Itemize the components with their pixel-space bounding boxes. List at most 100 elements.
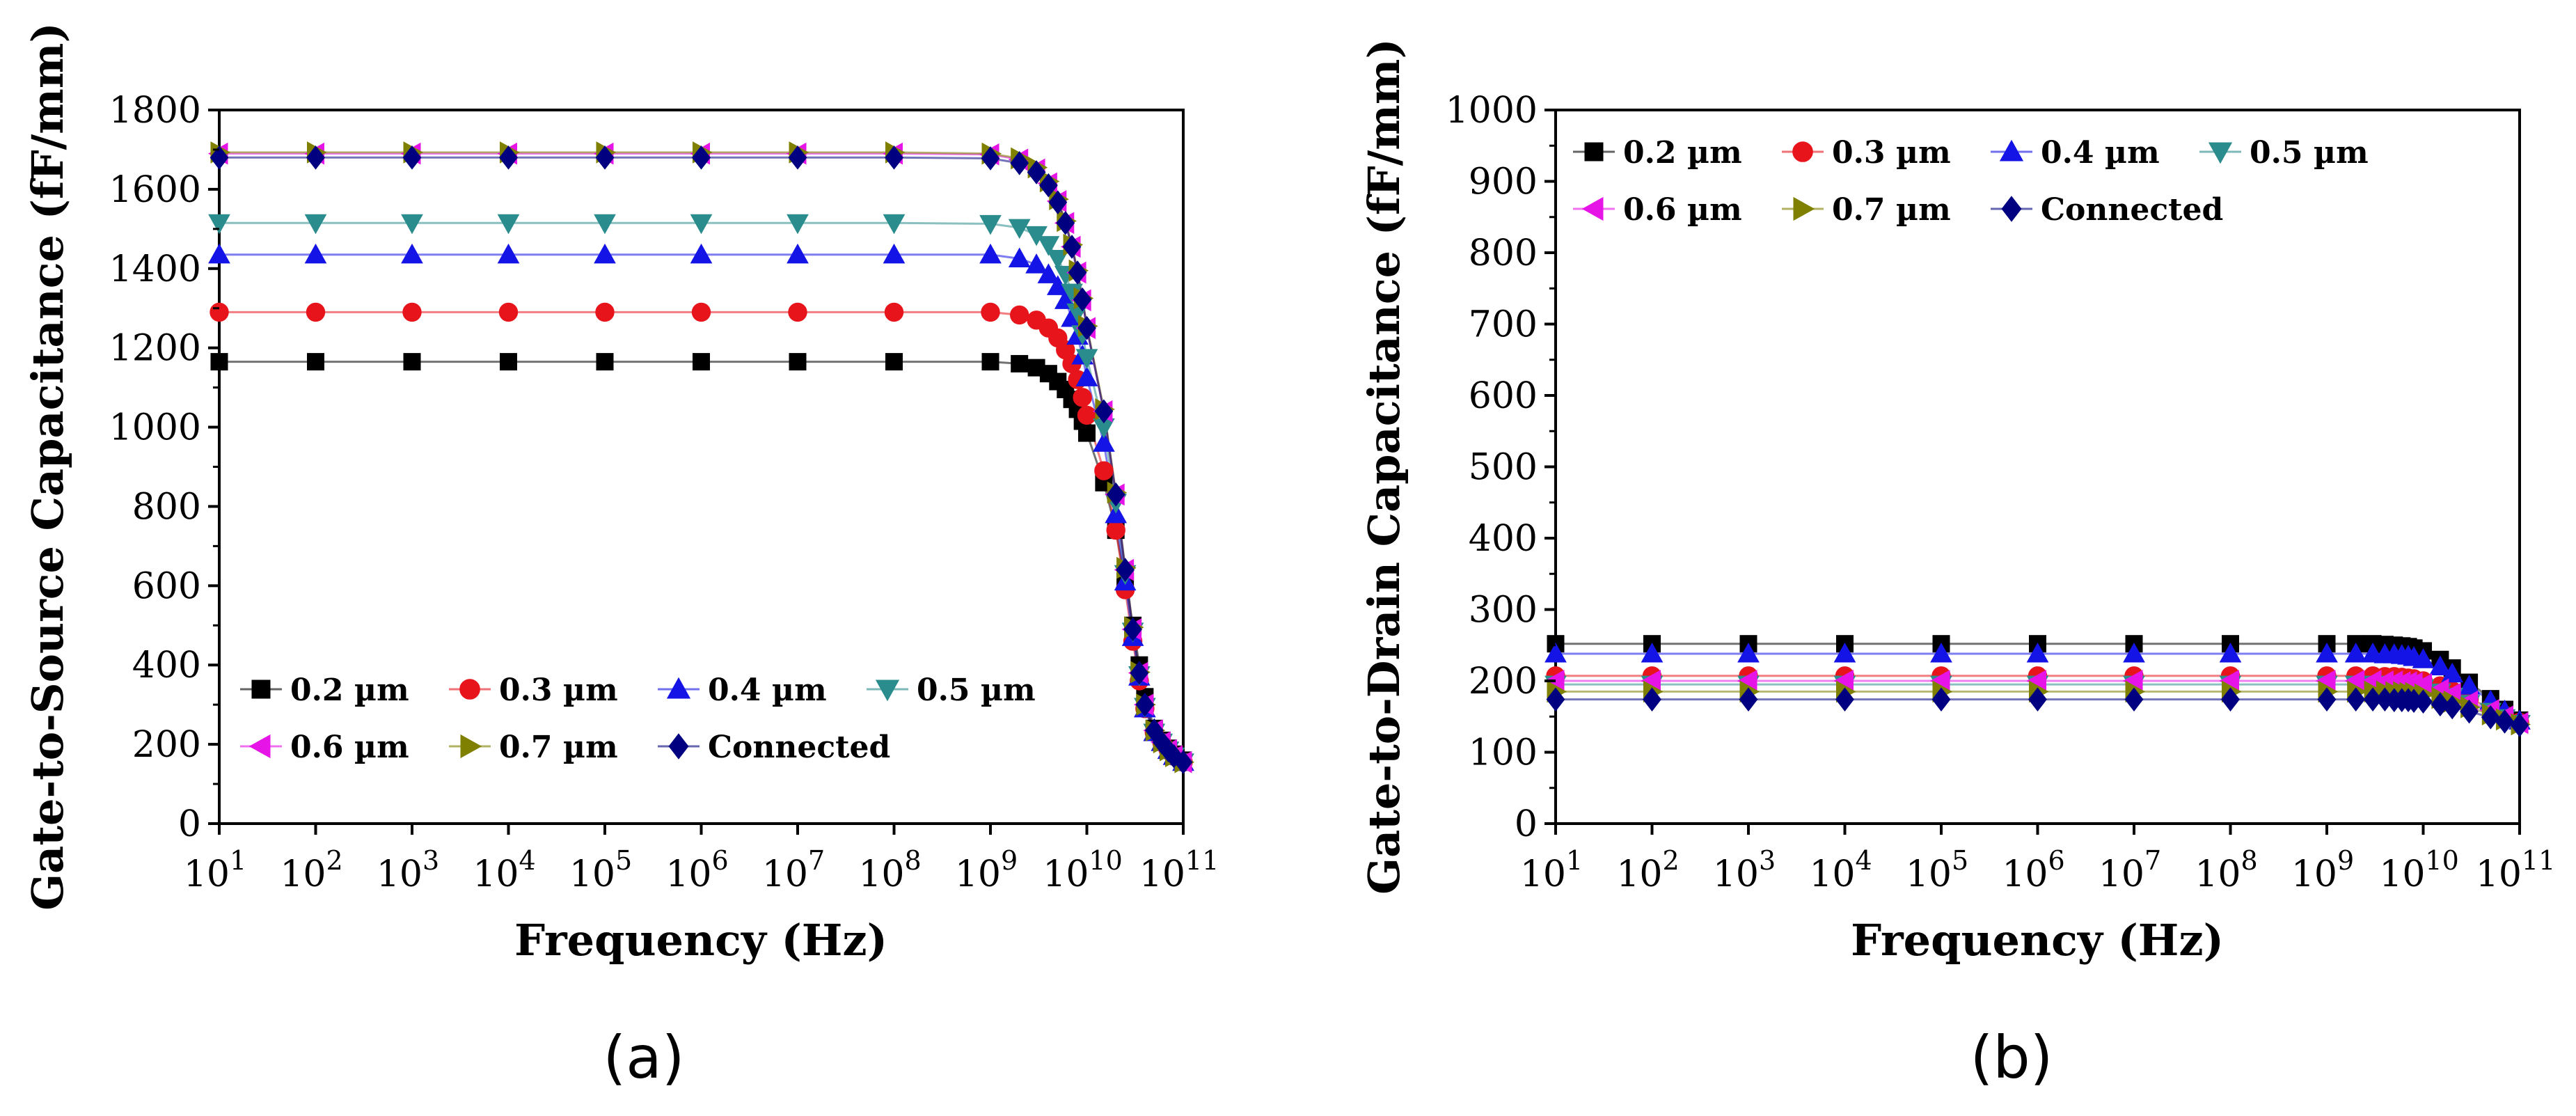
y-tick-label: 200 <box>1469 661 1538 702</box>
legend-label: 0.4 µm <box>708 673 827 708</box>
y-tick-label: 100 <box>1469 732 1538 774</box>
y-tick-label: 200 <box>132 724 201 766</box>
data-point <box>1643 687 1661 712</box>
x-tick-label: 101 <box>1520 845 1583 895</box>
legend-marker <box>2208 142 2233 164</box>
y-tick-label: 500 <box>1469 447 1538 489</box>
data-point <box>691 302 711 322</box>
data-point <box>692 146 711 170</box>
data-point <box>2481 705 2500 730</box>
y-tick-label: 600 <box>132 565 201 607</box>
legend-marker <box>1792 141 1813 162</box>
data-point <box>1073 388 1092 407</box>
data-point <box>1833 643 1856 663</box>
panel-label: (a) <box>603 1023 684 1092</box>
x-tick-label: 102 <box>1616 845 1679 895</box>
series-markers <box>207 141 1195 775</box>
legend-marker <box>248 734 271 759</box>
data-point <box>1930 643 1952 663</box>
data-point <box>1123 617 1142 642</box>
y-tick-label: 1600 <box>109 169 201 211</box>
x-axis-ticks: 101 102 103 104 105 106 107 108 109 1010 1011 <box>1520 824 2555 895</box>
y-tick-label: 400 <box>1469 518 1538 560</box>
data-point <box>2414 689 2433 714</box>
legend-item: 0.4 µm <box>658 673 827 708</box>
data-point <box>690 214 713 235</box>
y-axis-title: Gate-to-Drain Capacitance (fF/mm) <box>1359 38 1409 895</box>
data-point <box>1048 190 1068 214</box>
y-tick-label: 0 <box>1515 803 1538 845</box>
data-point <box>1046 250 1069 270</box>
data-point <box>883 214 906 235</box>
y-tick-label: 300 <box>1469 590 1538 631</box>
data-point <box>497 243 520 264</box>
data-point <box>2441 662 2464 683</box>
data-point <box>981 302 1000 322</box>
legend-label: 0.3 µm <box>1832 135 1951 171</box>
data-point <box>787 243 809 264</box>
data-point <box>1077 315 1096 340</box>
y-tick-label: 1000 <box>1446 90 1538 132</box>
legend-item: 0.3 µm <box>449 673 618 708</box>
data-point <box>979 243 1002 264</box>
data-point <box>402 302 422 322</box>
x-tick-label: 104 <box>473 845 535 895</box>
data-point <box>596 353 614 371</box>
data-point <box>1739 687 1758 712</box>
data-point <box>1011 354 1029 372</box>
data-point <box>2495 709 2514 734</box>
legend: 0.2 µm 0.3 µm 0.4 µm 0.5 µm 0.6 µm 0.7 µm Conn… <box>240 673 1036 765</box>
x-tick-label: 108 <box>858 845 921 895</box>
data-point <box>210 146 229 170</box>
data-point <box>306 302 326 322</box>
data-point <box>594 243 616 264</box>
data-point <box>2123 643 2145 663</box>
legend-label: 0.7 µm <box>1832 192 1951 228</box>
data-point <box>787 214 809 235</box>
data-point <box>690 243 713 264</box>
data-point <box>1037 263 1060 283</box>
data-point <box>1094 399 1114 424</box>
data-point <box>788 146 807 170</box>
legend-item: 0.2 µm <box>240 673 409 708</box>
data-point <box>306 146 325 170</box>
legend-item: 0.7 µm <box>449 730 618 765</box>
data-point <box>2460 699 2479 724</box>
data-point <box>500 353 517 371</box>
legend-item: 0.7 µm <box>1782 192 1951 228</box>
legend-label: 0.2 µm <box>290 673 409 708</box>
y-axis-ticks: 0 100 200 300 400 500 600 700 800 900 1000 <box>1446 90 1556 845</box>
y-tick-label: 800 <box>1469 233 1538 274</box>
x-tick-label: 106 <box>2002 845 2064 895</box>
data-point <box>1106 520 1125 540</box>
data-point <box>402 146 422 170</box>
data-point <box>981 146 1000 171</box>
data-point <box>1008 247 1031 268</box>
data-point <box>1025 226 1048 246</box>
data-point <box>594 214 616 235</box>
data-point <box>1093 432 1115 452</box>
x-tick-label: 1011 <box>1139 845 1219 895</box>
data-point <box>789 353 807 371</box>
x-tick-label: 101 <box>184 845 246 895</box>
legend-item: 0.6 µm <box>240 730 409 765</box>
data-point <box>2412 648 2435 668</box>
data-point <box>401 214 423 235</box>
legend-marker <box>875 679 900 702</box>
data-point <box>1737 643 1760 663</box>
data-point <box>304 214 327 235</box>
data-point <box>403 353 421 371</box>
x-tick-label: 1010 <box>2379 845 2459 895</box>
data-point <box>595 146 615 170</box>
data-point <box>2510 713 2529 737</box>
data-point <box>498 302 519 322</box>
data-point <box>307 353 324 371</box>
legend-marker <box>666 677 691 699</box>
data-point <box>1008 219 1031 239</box>
y-tick-label: 700 <box>1469 304 1538 346</box>
legend-marker <box>1584 142 1604 162</box>
data-point <box>1025 253 1048 274</box>
chart-gate-to-source: 0 200 400 600 800 1000 1200 1400 1600 1800 101 102… <box>22 22 1219 1092</box>
legend-marker <box>1793 196 1815 221</box>
y-tick-label: 1000 <box>109 407 201 449</box>
